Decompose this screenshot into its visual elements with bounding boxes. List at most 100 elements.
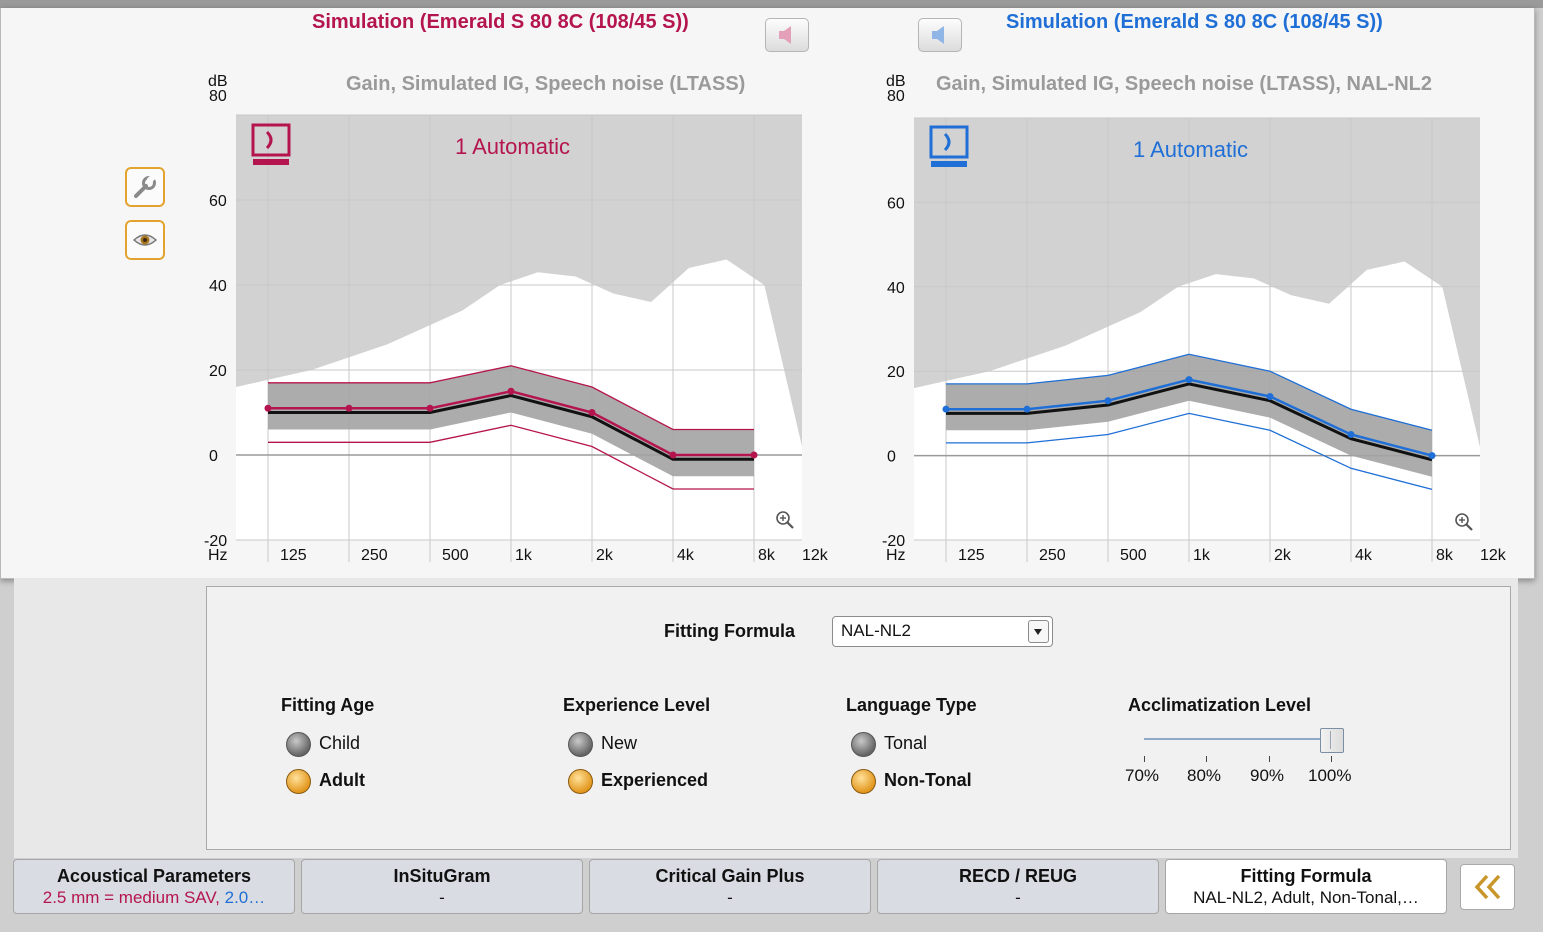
gain-point xyxy=(507,387,515,395)
radio-new[interactable] xyxy=(568,732,593,757)
y-tick-label: -20 xyxy=(204,533,227,550)
radio-adult[interactable] xyxy=(286,769,311,794)
x-tick-label: 4k xyxy=(677,547,695,564)
collapse-panel-button[interactable] xyxy=(1460,864,1515,910)
window-top-strip xyxy=(0,0,1543,8)
right-speaker-button[interactable] xyxy=(918,18,962,52)
radio-tonal-label[interactable]: Tonal xyxy=(884,733,928,753)
tab-insitugram[interactable]: InSituGram - xyxy=(301,859,583,914)
radio-non-tonal[interactable] xyxy=(851,769,876,794)
slider-tick xyxy=(1206,756,1207,762)
x-tick-label: 8k xyxy=(1436,547,1454,564)
tab-subtitle: - xyxy=(727,888,733,907)
x-tick-label: 4k xyxy=(1355,547,1373,564)
gain-point xyxy=(345,404,353,412)
x-tick-label: 8k xyxy=(758,547,776,564)
x-tick-label: 2k xyxy=(1274,547,1292,564)
program-label: 1 Automatic xyxy=(1133,137,1248,162)
tab-title: Critical Gain Plus xyxy=(655,866,805,886)
tab-subtitle-right: 2.0… xyxy=(219,888,266,907)
y-tick-label: -20 xyxy=(882,533,905,550)
max-gain-region xyxy=(236,115,802,447)
x-tick-label: 12k xyxy=(1480,547,1507,564)
x-unit-label: Hz xyxy=(886,547,906,564)
y-tick-label: 40 xyxy=(887,280,905,297)
x-tick-label: 500 xyxy=(442,547,469,564)
radio-tonal[interactable] xyxy=(851,732,876,757)
zoom-in-icon[interactable] xyxy=(776,511,794,529)
x-tick-label: 1k xyxy=(515,547,533,564)
wrench-icon xyxy=(134,174,156,198)
simulated-ig-line xyxy=(946,382,1433,462)
x-tick-label: 250 xyxy=(1039,547,1066,564)
gain-point xyxy=(1347,431,1355,438)
right-gain-chart: dB 80 60 40 20 0 -20 Hz 125 250 500 1k 2k 4k 8k 12k 1 Au… xyxy=(878,70,1518,570)
gain-point xyxy=(750,451,758,459)
left-chart-title: Gain, Simulated IG, Speech noise (LTASS) xyxy=(346,73,746,95)
acclimatization-slider-track[interactable] xyxy=(1144,738,1324,740)
y-tick-label: 20 xyxy=(209,363,227,380)
upper-envelope-line xyxy=(946,353,1433,431)
speaker-icon xyxy=(779,26,791,44)
y-tick-label: 60 xyxy=(209,193,227,210)
gain-band xyxy=(946,354,1432,477)
gain-point xyxy=(942,405,950,413)
hearing-aid-device-icon xyxy=(251,123,291,165)
left-speaker-button[interactable] xyxy=(765,18,809,52)
slider-tick-label: 90% xyxy=(1250,766,1285,785)
language-type-title: Language Type xyxy=(846,695,977,715)
x-tick-label: 1k xyxy=(1193,547,1211,564)
upper-envelope-line xyxy=(268,365,754,431)
x-tick-label: 250 xyxy=(361,547,388,564)
tab-subtitle: - xyxy=(1015,888,1021,907)
gain-point xyxy=(264,404,272,412)
acclimatization-title: Acclimatization Level xyxy=(1128,695,1312,715)
x-tick-label: 125 xyxy=(958,547,985,564)
radio-experienced[interactable] xyxy=(568,769,593,794)
zoom-in-icon[interactable] xyxy=(1455,513,1473,531)
slider-tick-label: 70% xyxy=(1125,766,1160,785)
tab-subtitle: NAL-NL2, Adult, Non-Tonal,… xyxy=(1193,888,1419,907)
y-unit-label: dB xyxy=(208,73,228,90)
speaker-icon xyxy=(932,26,944,44)
experience-level-title: Experience Level xyxy=(563,695,711,715)
radio-new-label[interactable]: New xyxy=(601,733,638,753)
left-gain-chart: dB 80 60 40 20 0 -20 Hz 125 250 500 1k 2k 4k 8k 12k 1 Au… xyxy=(200,70,840,570)
gain-band xyxy=(268,365,754,477)
gain-point xyxy=(1104,397,1112,405)
y-tick-label: 0 xyxy=(209,448,218,465)
radio-adult-label[interactable]: Adult xyxy=(319,770,365,790)
acclimatization-slider-thumb[interactable] xyxy=(1320,728,1344,753)
x-tick-label: 500 xyxy=(1120,547,1147,564)
tab-fitting-formula[interactable]: Fitting Formula NAL-NL2, Adult, Non-Tona… xyxy=(1165,859,1447,914)
slider-tick xyxy=(1269,756,1270,762)
radio-child[interactable] xyxy=(286,732,311,757)
radio-experienced-label[interactable]: Experienced xyxy=(601,770,709,790)
hearing-aid-device-icon xyxy=(929,125,969,167)
radio-non-tonal-label[interactable]: Non-Tonal xyxy=(884,770,972,790)
fitting-age-title: Fitting Age xyxy=(281,695,375,715)
gain-point xyxy=(1185,376,1193,384)
fitting-formula-label: Fitting Formula xyxy=(664,621,795,641)
view-button[interactable] xyxy=(125,220,165,260)
left-simulation-title: Simulation (Emerald S 80 8C (108/45 S)) xyxy=(312,11,689,33)
lower-envelope-line xyxy=(268,424,754,490)
tab-critical-gain-plus[interactable]: Critical Gain Plus - xyxy=(589,859,871,914)
x-tick-label: 125 xyxy=(280,547,307,564)
tab-subtitle-left: 2.5 mm = medium SAV, xyxy=(42,888,220,907)
settings-button[interactable] xyxy=(125,167,165,207)
x-tick-label: 12k xyxy=(802,547,829,564)
program-label: 1 Automatic xyxy=(455,134,570,159)
gain-point xyxy=(1428,452,1436,460)
eye-icon xyxy=(132,234,158,246)
radio-child-label[interactable]: Child xyxy=(319,733,361,753)
fitting-formula-value: NAL-NL2 xyxy=(841,621,911,640)
slider-tick-label: 80% xyxy=(1187,766,1222,785)
slider-tick xyxy=(1331,756,1332,762)
tab-title: RECD / REUG xyxy=(958,866,1077,886)
tab-acoustical-parameters[interactable]: Acoustical Parameters 2.5 mm = medium SA… xyxy=(13,859,295,914)
chevron-down-icon[interactable] xyxy=(1028,620,1049,643)
fitting-formula-select[interactable]: NAL-NL2 xyxy=(832,616,1053,647)
tab-recd-reug[interactable]: RECD / REUG - xyxy=(877,859,1159,914)
